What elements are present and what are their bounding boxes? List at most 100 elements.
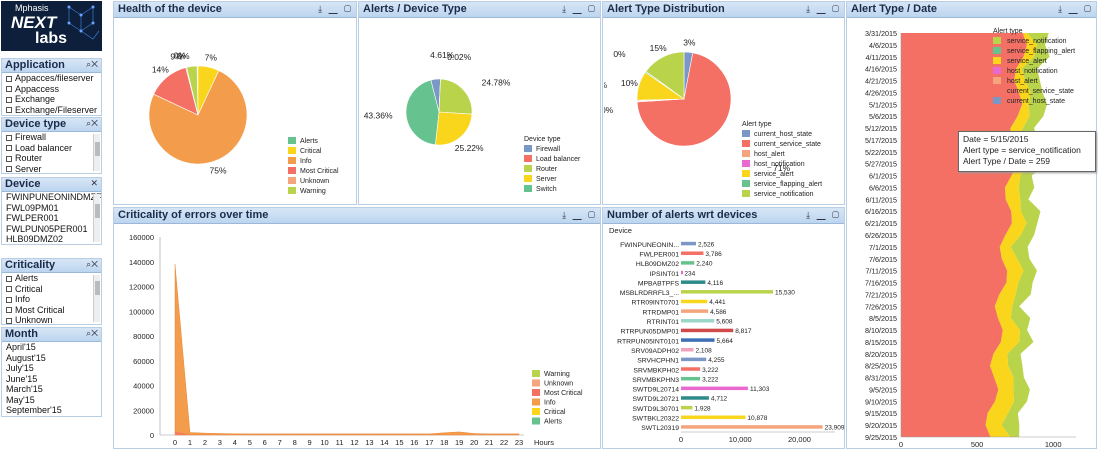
list-item[interactable]: Appaccess: [2, 84, 101, 95]
checkbox[interactable]: [6, 86, 12, 93]
month-filter[interactable]: Month ⌕✕ April'15 August'15 July'15 June'…: [1, 327, 102, 417]
date-label: 6/1/2015: [869, 172, 897, 181]
device-label: MSBLRDRRFL3_...: [620, 290, 679, 297]
list-item[interactable]: Unknown: [2, 315, 101, 326]
legend-label: Critical: [544, 409, 566, 416]
list-item[interactable]: Critical: [2, 284, 101, 295]
criticality-filter[interactable]: Criticality ⌕✕ Alerts Critical Info Most …: [1, 258, 102, 325]
clear-selection-icon[interactable]: ⌕✕: [86, 59, 98, 69]
list-item[interactable]: Exchange/Fileserver: [2, 105, 101, 116]
checkbox[interactable]: [6, 296, 12, 303]
clear-selection-icon[interactable]: ⌕✕: [86, 118, 98, 128]
checkbox[interactable]: [6, 275, 12, 282]
checkbox[interactable]: [6, 317, 12, 324]
list-item[interactable]: Exchange: [2, 94, 101, 105]
legend-label: host_notification: [754, 161, 805, 168]
device-filter[interactable]: Device ✕ FWINPUNEONINDMZFV FWL09PM01 FWLP…: [1, 177, 102, 245]
legend-swatch: [532, 398, 540, 406]
month-filter-title: Month: [5, 328, 38, 340]
scrollbar[interactable]: [93, 275, 100, 322]
bar-value-label: 1,928: [694, 405, 711, 412]
alerts-devices-panel: Number of alerts wrt devices ⤓ ▁ ▢ Device…: [602, 207, 845, 449]
list-item[interactable]: Appacces/fileserver: [2, 73, 101, 84]
alert-type-date-chart: 3/31/2015 4/6/2015 4/11/2015 4/16/2015 4/21/…: [865, 28, 1076, 449]
list-item[interactable]: Load balancer: [2, 143, 101, 154]
list-item[interactable]: FWINPUNEONINDMZFV: [6, 192, 101, 202]
bar: [681, 347, 694, 352]
list-item[interactable]: Router: [2, 153, 101, 164]
bar-value-label: 4,116: [707, 280, 723, 287]
device-type-filter-title: Device type: [5, 118, 67, 130]
window-controls[interactable]: ⤓ ▁ ▢: [562, 4, 597, 14]
application-filter[interactable]: Application ⌕✕ Appacces/fileserver Appacc…: [1, 58, 102, 116]
legend-label: Unknown: [300, 178, 329, 185]
list-item[interactable]: Alerts: [2, 273, 101, 284]
pie-slice: [645, 51, 685, 100]
date-label: 6/6/2015: [869, 183, 897, 192]
checkbox[interactable]: [6, 286, 12, 293]
pie-slice: [405, 79, 440, 146]
device-label: SWTD9L20721: [633, 396, 680, 403]
list-item[interactable]: April'15: [6, 342, 36, 352]
legend-swatch: [288, 137, 296, 144]
clear-selection-icon[interactable]: ⌕✕: [86, 259, 98, 269]
scrollbar[interactable]: [93, 134, 100, 171]
list-item[interactable]: June'15: [6, 373, 38, 384]
legend-label: Firewall: [536, 146, 561, 153]
window-controls[interactable]: ⤓ ▁ ▢: [562, 210, 597, 220]
scrollbar[interactable]: [93, 194, 100, 242]
list-item[interactable]: FWLPER001: [6, 213, 59, 223]
device-filter-title: Device: [5, 178, 41, 190]
list-item[interactable]: Firewall: [2, 132, 101, 143]
list-item[interactable]: May'15: [6, 394, 35, 405]
date-label: 4/6/2015: [869, 41, 897, 50]
date-label: 9/15/2015: [865, 409, 897, 418]
device-label: IPSINT01: [650, 271, 680, 278]
legend-label: Info: [544, 400, 556, 407]
legend-swatch: [524, 155, 532, 162]
window-controls[interactable]: ⤓ ▁ ▢: [806, 210, 841, 220]
device-label: SRVMBKPH02: [633, 367, 679, 374]
checkbox[interactable]: [6, 107, 12, 114]
list-item[interactable]: HLB09DMZ02: [6, 234, 64, 244]
list-item[interactable]: FWLPUN05PER001: [6, 223, 88, 234]
device-label: RTRPUN05DMP01: [621, 329, 680, 336]
legend-swatch: [742, 160, 750, 167]
x-tick-label: 500: [971, 440, 984, 449]
x-tick-label: 3: [218, 438, 222, 447]
x-tick-label: 16: [410, 438, 418, 447]
list-item[interactable]: March'15: [6, 384, 43, 394]
checkbox[interactable]: [6, 307, 12, 314]
device-label: RTRPUN05INT0101: [617, 338, 679, 345]
logo: Mphasis NEXT labs: [1, 1, 102, 51]
list-item[interactable]: Most Critical: [2, 305, 101, 316]
checkbox[interactable]: [6, 145, 12, 152]
date-label: 4/11/2015: [866, 53, 897, 62]
checkbox[interactable]: [6, 166, 12, 173]
slice-label: 75%: [210, 165, 227, 175]
slice-label: 71%: [773, 163, 790, 173]
checkbox[interactable]: [6, 96, 12, 103]
slice-label: 4.61%: [430, 50, 455, 60]
window-controls[interactable]: ⤓ ▁ ▢: [318, 4, 353, 14]
list-item[interactable]: Server: [2, 164, 101, 175]
checkbox[interactable]: [6, 134, 12, 141]
clear-selection-icon[interactable]: ✕: [90, 178, 98, 188]
x-tick-label: 15: [395, 438, 403, 447]
legend-label: service_alert: [1007, 58, 1047, 65]
clear-selection-icon[interactable]: ⌕✕: [86, 328, 98, 338]
y-tick-label: 60000: [133, 357, 154, 366]
window-controls[interactable]: ⤓ ▁ ▢: [806, 4, 841, 14]
device-label: MPBABTPFS: [638, 280, 680, 287]
list-item[interactable]: August'15: [6, 352, 46, 363]
window-controls[interactable]: ⤓ ▁ ▢: [1058, 4, 1093, 14]
list-item[interactable]: FWL09PM01: [6, 202, 59, 213]
list-item[interactable]: July'15: [6, 363, 34, 373]
tooltip-line: Alert Type / Date = 259: [963, 156, 1051, 166]
checkbox[interactable]: [6, 155, 12, 162]
list-item[interactable]: September'15: [6, 405, 62, 415]
device-label: SRVMBKPHN3: [632, 377, 679, 384]
device-type-filter[interactable]: Device type ⌕✕ Firewall Load balancer Rou…: [1, 117, 102, 174]
checkbox[interactable]: [6, 75, 12, 82]
list-item[interactable]: Info: [2, 294, 101, 305]
